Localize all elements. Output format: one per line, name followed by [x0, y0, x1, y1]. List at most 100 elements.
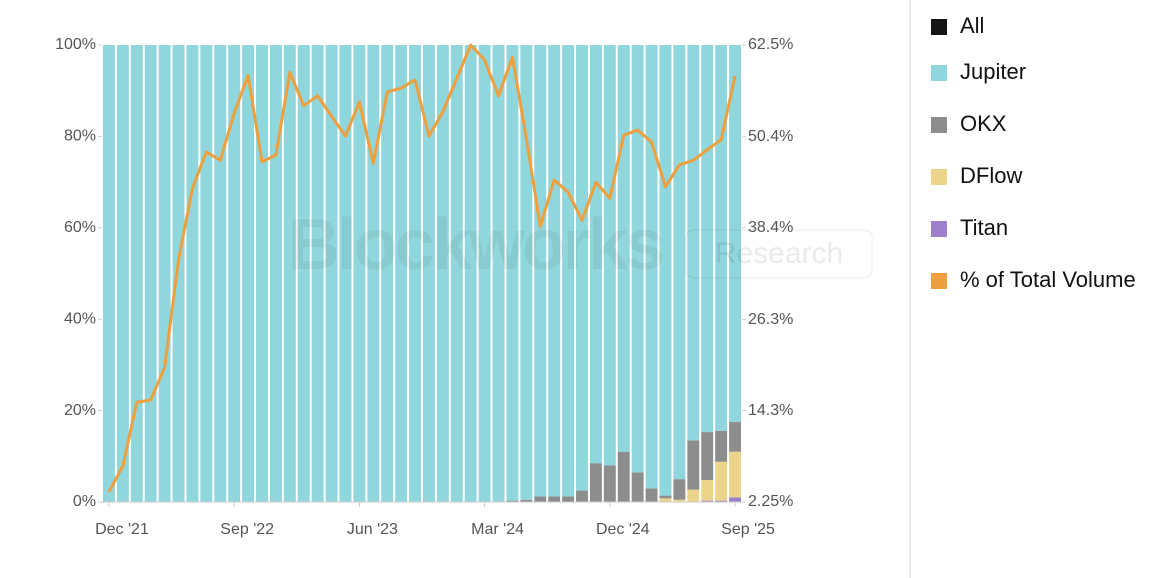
y2-tick-label: 26.3% [748, 311, 793, 328]
bar-segment [409, 45, 421, 502]
bar-segment [436, 45, 449, 502]
bar-segment [242, 45, 255, 502]
bar-segment [715, 45, 728, 431]
line [107, 43, 737, 493]
bar-segment [589, 45, 602, 464]
bar-segment [715, 461, 728, 501]
bar-segment [256, 45, 268, 502]
legend-swatch [931, 19, 947, 35]
bar-segment [617, 451, 630, 502]
bar-segment [701, 432, 714, 481]
x-tick-label: Jun '23 [347, 521, 398, 538]
bar-segment [715, 430, 728, 462]
watermark-box [685, 229, 873, 279]
bar-segment [214, 45, 227, 502]
bar-segment [589, 463, 602, 502]
bar-segment [562, 496, 575, 502]
bar-segment [548, 496, 561, 502]
bar-segment [645, 488, 658, 502]
y2-tick-label: 62.5% [748, 36, 793, 53]
bar-segment [659, 495, 672, 499]
bar-segment [381, 45, 394, 502]
bar-segment [395, 45, 408, 502]
bar-segment [283, 45, 296, 502]
bar-segment [325, 45, 338, 502]
bar-segment [423, 45, 435, 502]
bar-segment [701, 500, 714, 502]
y-tick-label: 0% [73, 493, 96, 510]
bar-segment [186, 45, 199, 502]
legend-swatch [931, 117, 947, 133]
bar-segment [353, 45, 366, 502]
y2-tick-label: 50.4% [748, 128, 793, 145]
legend-label: OKX [960, 111, 1007, 136]
bar-segment [673, 45, 686, 480]
bar-segment [603, 465, 616, 502]
bar-segment [617, 45, 630, 452]
bar-segment [450, 45, 463, 502]
y2-tick-label: 38.4% [748, 219, 793, 236]
legend-label: % of Total Volume [960, 267, 1136, 292]
watermark: Blockworks [288, 205, 663, 285]
legend-label: Titan [960, 215, 1008, 240]
bar-segment [367, 45, 380, 502]
bar-segment [701, 45, 714, 433]
bar-segment [116, 45, 129, 502]
bar-segment [520, 499, 533, 502]
y-tick-label: 100% [55, 36, 96, 53]
legend-label: Jupiter [960, 59, 1026, 84]
legend-label: DFlow [960, 163, 1022, 188]
bar-segment [687, 45, 700, 441]
bar-segment [659, 45, 672, 496]
bar-segment [144, 45, 157, 502]
legend-swatch [931, 221, 947, 237]
y-tick-label: 20% [64, 402, 96, 419]
bar-segment [520, 45, 533, 500]
bar-segment [548, 45, 561, 497]
y2-tick-label: 2.25% [748, 493, 793, 510]
bar-segment [506, 45, 519, 501]
bar-segment [506, 500, 519, 502]
x-tick-label: Dec '21 [95, 521, 149, 538]
bar-segment [172, 45, 185, 502]
legend-label: All [960, 13, 984, 38]
bar-segment [673, 499, 686, 502]
bar-segment [631, 45, 644, 473]
y-tick-label: 60% [64, 219, 96, 236]
bar-segment [603, 45, 616, 466]
bar-segment [534, 45, 547, 497]
x-tick-label: Sep '22 [220, 521, 274, 538]
x-tick-label: Sep '25 [721, 521, 775, 538]
bar-segment [130, 45, 143, 502]
bar-segment [659, 498, 672, 502]
bar-segment [311, 45, 324, 502]
legend-swatch [931, 65, 947, 81]
x-tick-label: Mar '24 [471, 521, 524, 538]
bar-segment [492, 45, 505, 502]
legend-swatch [931, 169, 947, 185]
bar-segment [562, 45, 575, 497]
bar-segment [269, 45, 282, 502]
x-tick-label: Dec '24 [596, 521, 650, 538]
watermark: Research [715, 237, 843, 270]
bar-segment [729, 422, 741, 452]
bar-segment [158, 45, 171, 502]
bar-segment [339, 45, 352, 502]
bar-segment [687, 489, 700, 502]
y2-tick-label: 14.3% [748, 402, 793, 419]
bar-segment [645, 45, 658, 489]
bar-segment [631, 472, 644, 502]
bar-segment [464, 45, 477, 502]
bar-segment [701, 480, 714, 501]
bar-segment [715, 500, 728, 502]
bar-segment [673, 479, 686, 500]
bar-segment [729, 497, 741, 502]
y-tick-label: 40% [64, 310, 96, 327]
bar-segment [478, 45, 491, 502]
bar-segment [534, 496, 547, 502]
bar-segment [228, 45, 241, 502]
bar-segment [687, 440, 700, 490]
bar-segment [729, 45, 741, 423]
bar-segment [103, 45, 115, 502]
